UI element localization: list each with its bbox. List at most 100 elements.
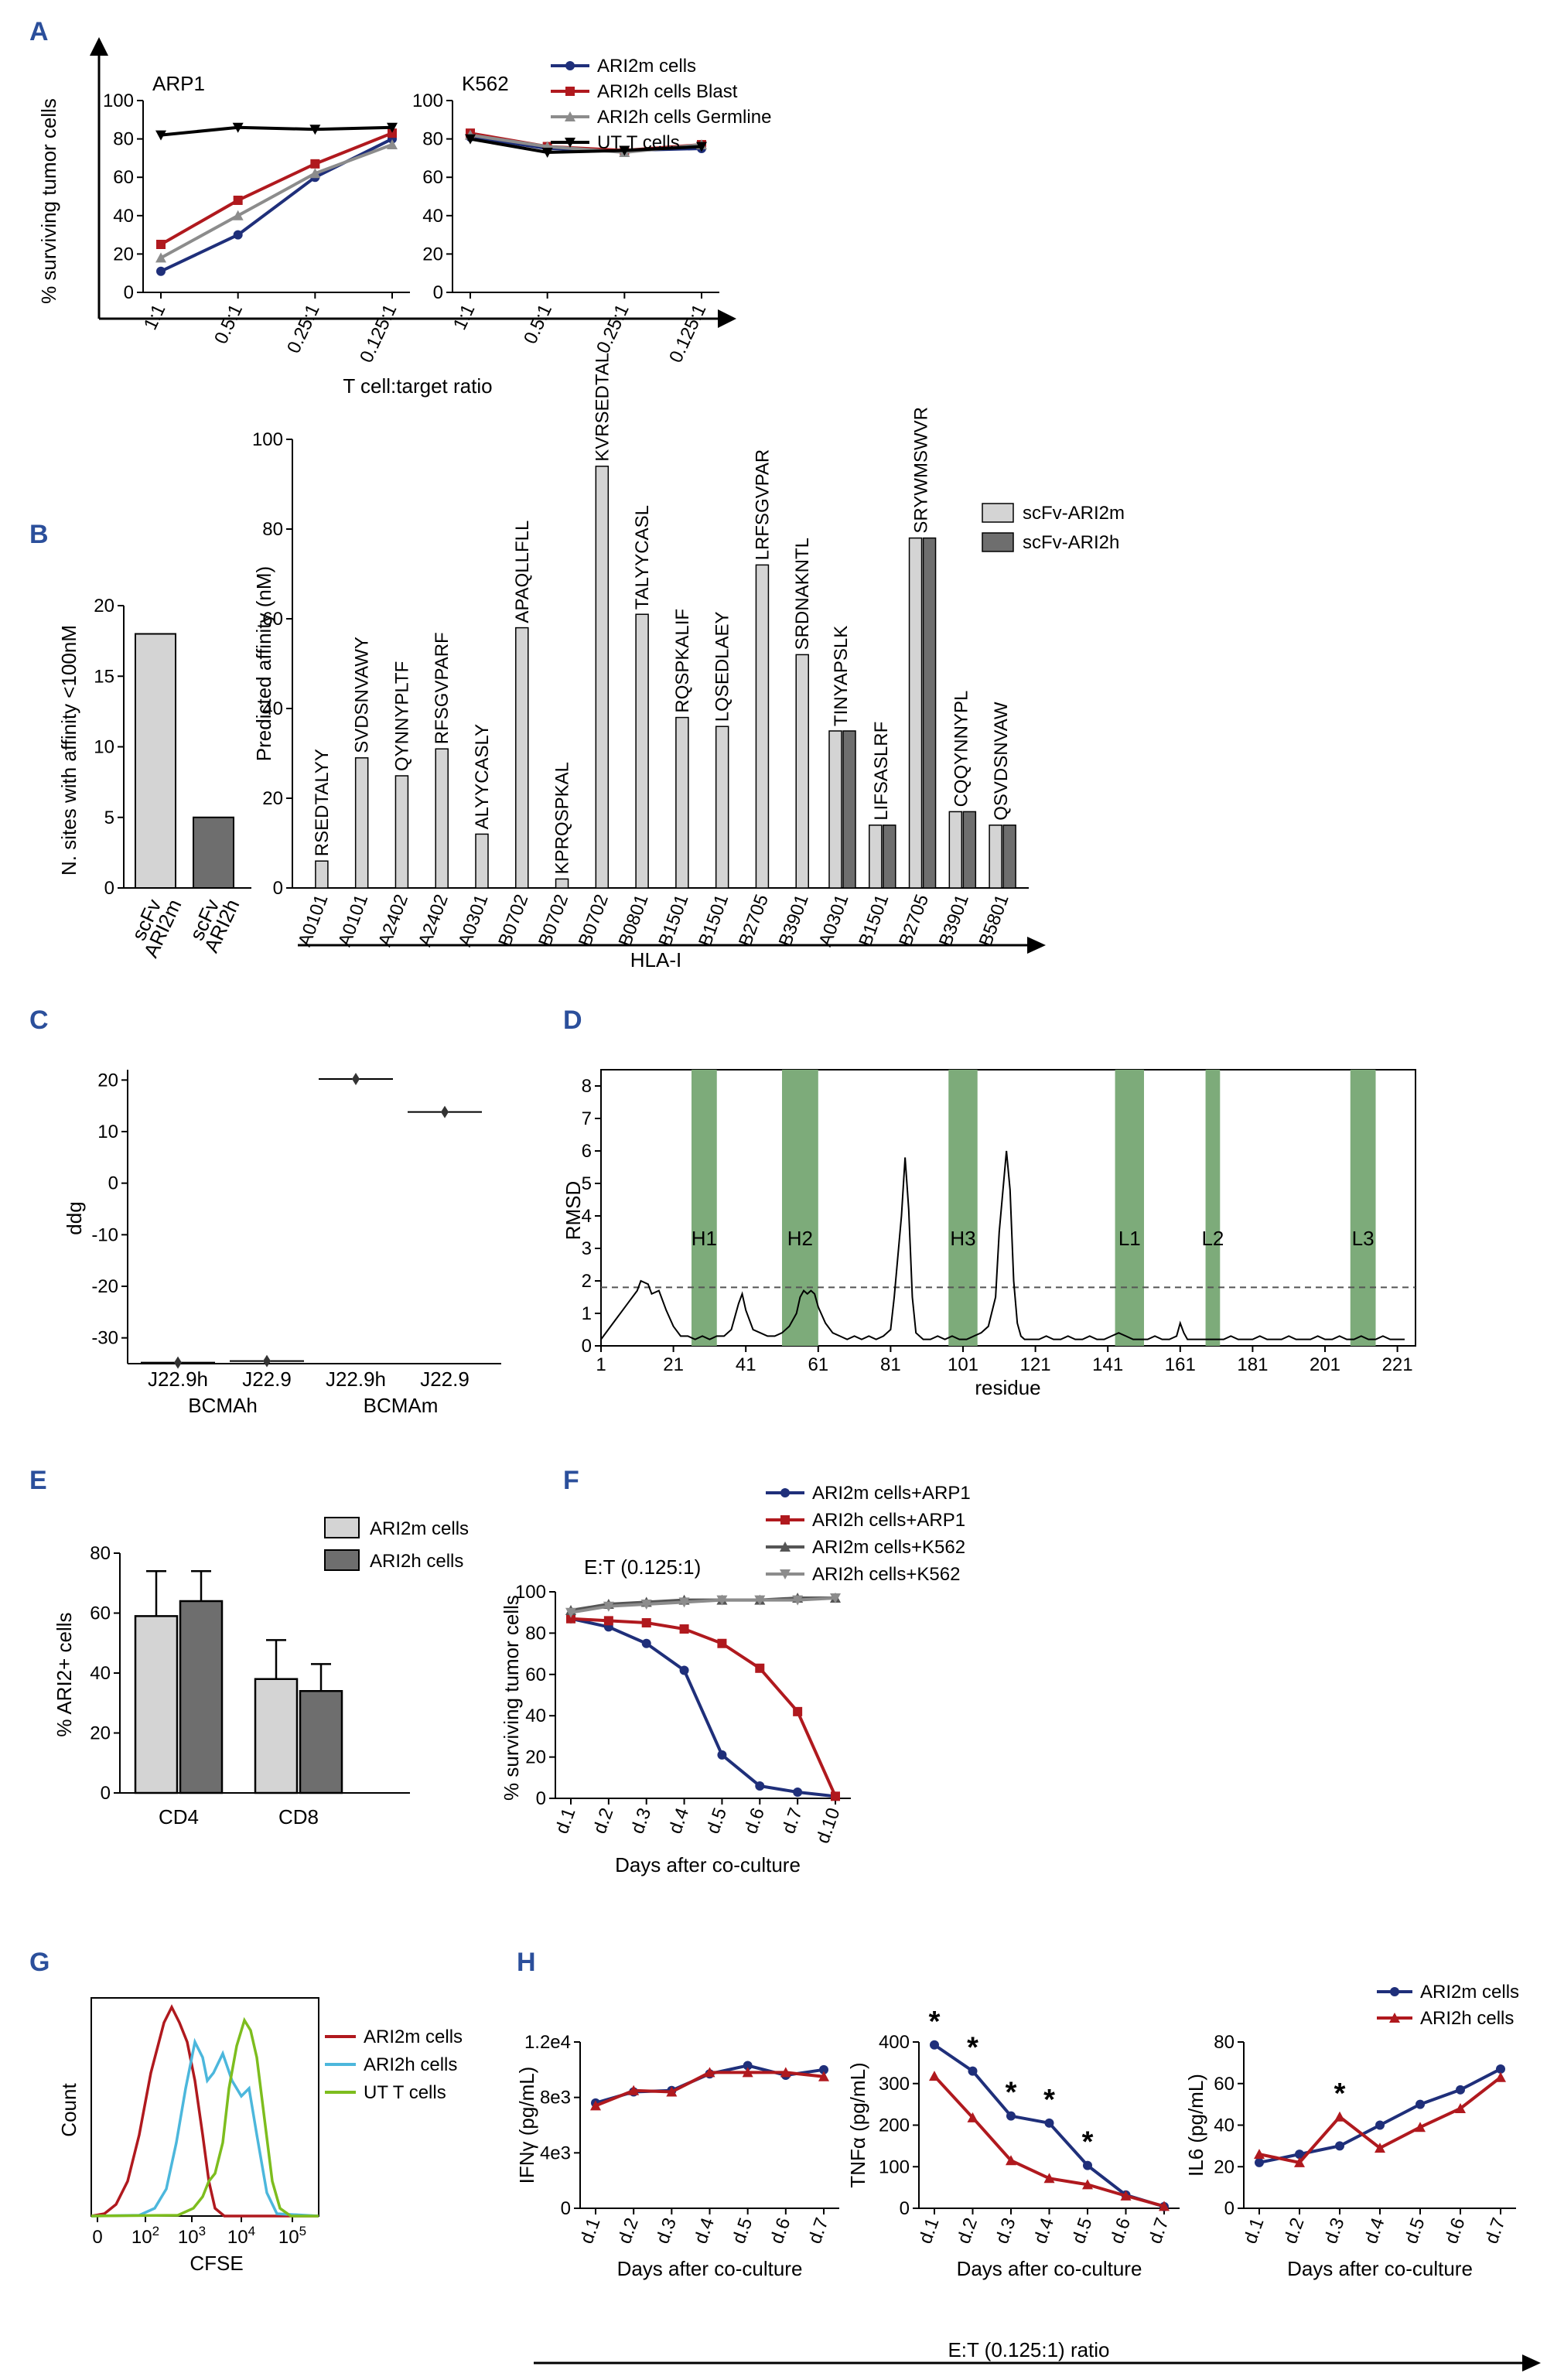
x-tick-label: 101 [948, 1354, 978, 1375]
y-tick-label: -30 [91, 1328, 118, 1349]
legend-label: ARI2m cells [1420, 1982, 1519, 2003]
legend-marker [780, 1542, 791, 1552]
significance-mark: * [929, 2006, 941, 2038]
bar [883, 825, 896, 889]
data-point [310, 159, 320, 169]
plot-frame [90, 1997, 319, 2217]
y-tick-label: 200 [879, 2115, 910, 2136]
x-axis-label: HLA-I [630, 948, 681, 971]
y-tick-label: 20 [90, 1723, 111, 1744]
y-tick-label: 40 [113, 206, 134, 227]
data-point [793, 1787, 803, 1797]
y-tick-label: 100 [412, 90, 443, 111]
x-tick-label: B3901 [775, 892, 813, 949]
subplot-title: ARP1 [152, 72, 205, 95]
data-point [352, 1073, 360, 1085]
panel-G: Count CFSE 0 102 103 104 105 ARI2m cells ARI2h c… [57, 1997, 463, 2275]
y-tick-label: 0 [104, 878, 114, 899]
common-x-label: E:T (0.125:1) ratio [948, 2338, 1109, 2361]
legend-label: ARI2m cells [597, 56, 696, 77]
bar [908, 537, 923, 889]
y-tick-label: 6 [582, 1141, 592, 1162]
y-tick-label: 0 [900, 2198, 910, 2219]
x-tick-label: 141 [1092, 1354, 1123, 1375]
y-tick-label: 60 [90, 1603, 111, 1624]
y-tick-label: 40 [525, 1706, 546, 1726]
y-tick-label: 20 [262, 788, 283, 809]
x-tick-label: d.4 [1030, 2215, 1058, 2247]
x-tick-label: d.6 [767, 2215, 795, 2247]
panel-label-A: A [29, 17, 49, 46]
x-tick-label: d.4 [690, 2215, 719, 2247]
data-point [704, 2067, 715, 2078]
y-tick-label: 40 [1214, 2115, 1235, 2136]
data-point [755, 1781, 765, 1791]
bar [435, 748, 449, 889]
cdr-region [782, 1070, 818, 1346]
peptide-label: QYNNYPLTF [391, 661, 412, 771]
series-line [470, 137, 702, 154]
region-label: L3 [1352, 1227, 1375, 1250]
series-line [570, 1596, 836, 1614]
x-axis-label: Days after co-culture [1287, 2257, 1473, 2280]
y-tick-label: 80 [1214, 2032, 1235, 2053]
superscript: 5 [299, 2224, 306, 2238]
x-tick-label: d.2 [589, 1805, 618, 1837]
legend-marker [1390, 1987, 1399, 1996]
x-tick-label: d.5 [1401, 2215, 1429, 2247]
y-tick-label: 80 [262, 519, 283, 540]
data-point [465, 134, 476, 145]
data-point [565, 1607, 576, 1618]
y-tick-label: -10 [91, 1224, 118, 1245]
data-point [717, 1638, 727, 1648]
bar [315, 860, 329, 889]
x-tick-label: 1 [596, 1354, 606, 1375]
bar [842, 730, 856, 889]
y-tick-label: 15 [94, 666, 114, 687]
y-tick-label: 0 [1224, 2198, 1235, 2219]
legend-label: ARI2h cells [1420, 2008, 1514, 2029]
x-tick-label: d.7 [778, 1805, 807, 1837]
peptide-label: LQSEDLAEY [712, 611, 733, 722]
bar [635, 613, 649, 889]
y-tick-label: 20 [94, 596, 114, 616]
y-tick-label: 0 [433, 282, 443, 303]
series-line [160, 131, 393, 246]
x-tick-label: d.2 [1280, 2215, 1309, 2247]
legend-swatch [982, 532, 1014, 552]
data-point [1006, 2155, 1016, 2166]
x-tick-label: 0.5:1 [210, 301, 247, 347]
data-point [156, 240, 166, 249]
x-axis-label: Days after co-culture [617, 2257, 803, 2280]
legend-label: ARI2h cells [370, 1551, 463, 1572]
significance-mark: * [1334, 2078, 1346, 2110]
x-tick-label: d.3 [652, 2215, 681, 2247]
peptide-label: QSVDSNVAW [991, 702, 1012, 821]
data-point [232, 122, 244, 133]
data-point [968, 2066, 978, 2076]
y-axis-label: IL6 (pg/mL) [1184, 2074, 1207, 2177]
x-tick-label: 104 [227, 2224, 255, 2248]
peptide-label: LIFSASLRF [871, 722, 892, 821]
data-point [666, 2086, 678, 2097]
x-tick-label: d.1 [915, 2215, 944, 2247]
bar [134, 1615, 179, 1794]
y-tick-label: 10 [97, 1122, 118, 1142]
y-axis-label: TNFα (pg/mL) [846, 2062, 869, 2187]
data-point [716, 1595, 728, 1606]
peptide-label: RSEDTALYY [312, 749, 333, 856]
data-point [679, 1665, 689, 1675]
superscript: 4 [248, 2224, 255, 2238]
legend-marker [780, 1569, 791, 1579]
bar [948, 811, 963, 889]
y-tick-label: 0 [101, 1783, 111, 1804]
bar [795, 654, 809, 889]
panel-F: 0 20 40 60 80 100% surviving tumor cells E:T (… [500, 1483, 971, 1876]
histogram-line [90, 2016, 319, 2218]
peptide-label: SVDSNVAWY [352, 637, 373, 753]
x-tick-label: d.7 [1145, 2215, 1173, 2247]
bar [555, 878, 569, 889]
data-point [1416, 2099, 1425, 2109]
x-tick-label: 21 [663, 1354, 684, 1375]
y-tick-label: 20 [97, 1070, 118, 1091]
